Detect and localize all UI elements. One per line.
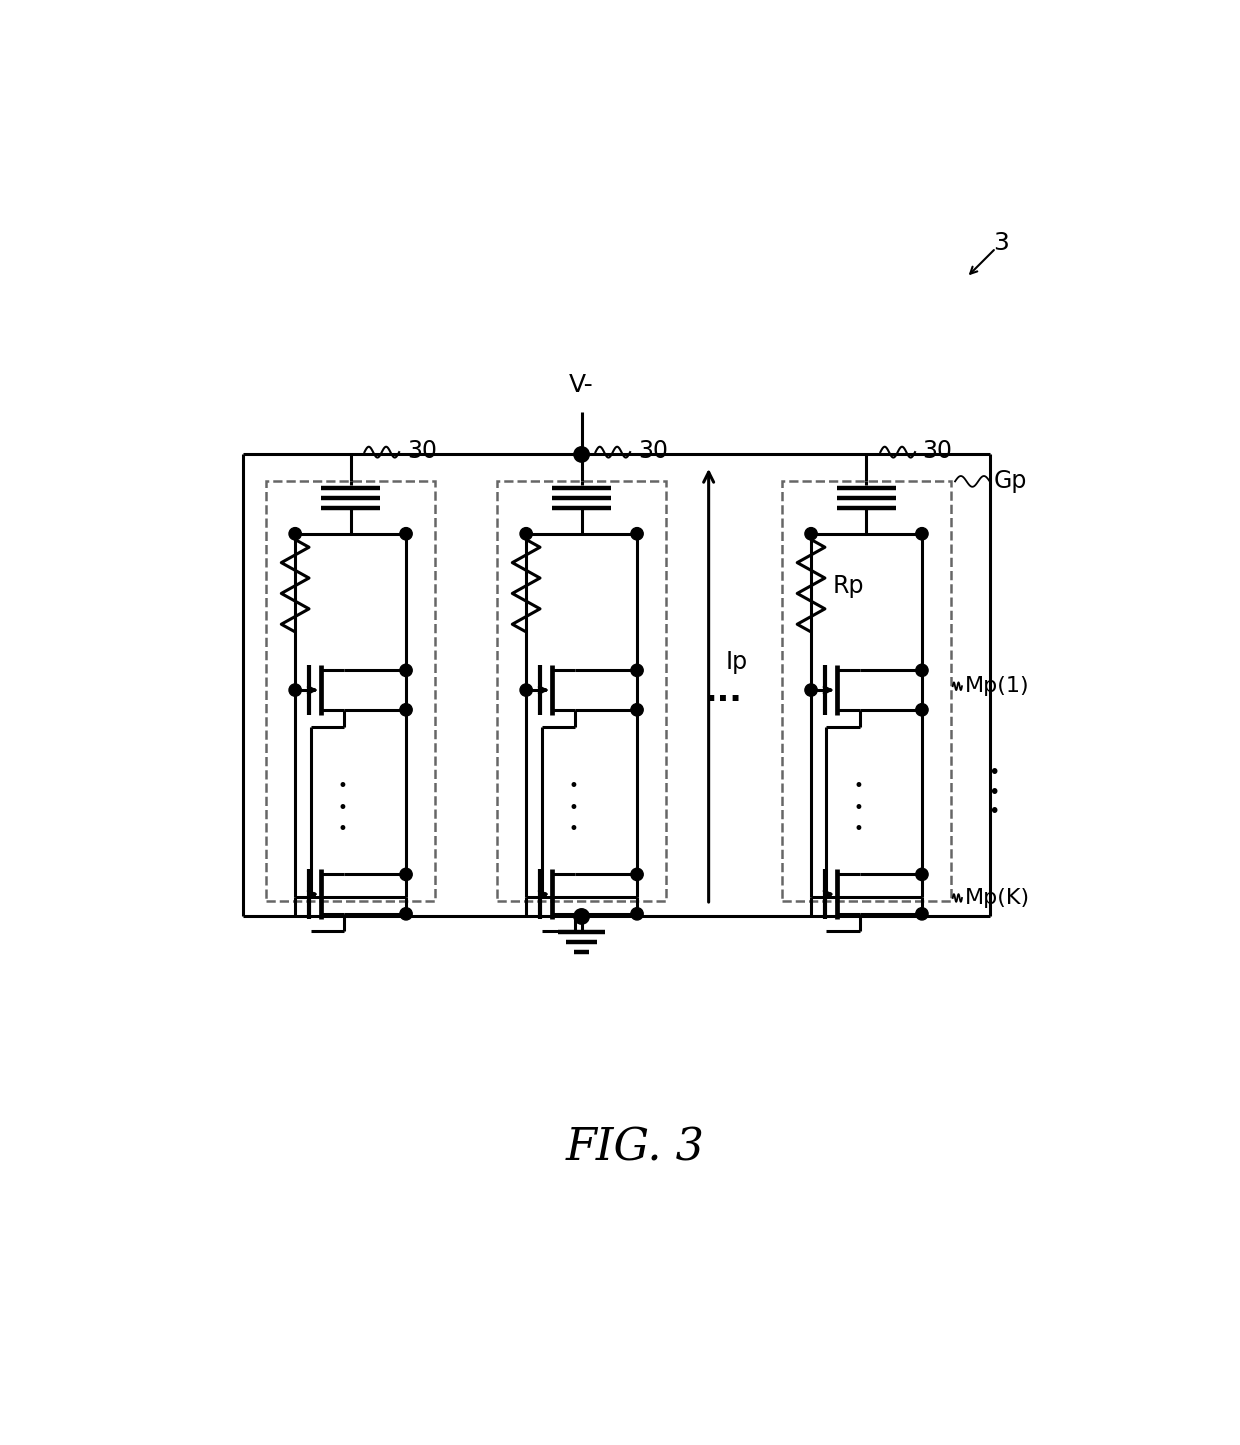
Circle shape [916,527,928,540]
Circle shape [916,907,928,920]
Text: •: • [988,783,999,802]
Circle shape [631,868,644,880]
Circle shape [916,704,928,715]
Text: •: • [339,821,348,838]
Circle shape [520,527,532,540]
Text: 30: 30 [407,439,436,462]
Text: •: • [339,799,348,816]
Circle shape [399,907,412,920]
Text: 30: 30 [923,439,952,462]
Circle shape [916,665,928,676]
Circle shape [574,447,589,462]
Circle shape [631,665,644,676]
Text: •: • [569,777,579,795]
Text: •: • [854,821,864,838]
Text: •: • [339,777,348,795]
Text: •: • [569,821,579,838]
Circle shape [916,868,928,880]
Circle shape [399,527,412,540]
Circle shape [399,665,412,676]
Text: •: • [988,802,999,821]
Text: 3: 3 [993,231,1009,254]
Text: ...: ... [706,675,743,708]
Circle shape [631,527,644,540]
Text: •: • [854,799,864,816]
Circle shape [399,868,412,880]
Circle shape [289,527,301,540]
Text: FIG. 3: FIG. 3 [565,1126,706,1169]
Circle shape [574,909,589,925]
Bar [781,481,951,902]
Circle shape [631,704,644,715]
Text: Gp: Gp [993,470,1027,493]
Text: •: • [569,799,579,816]
Text: V-: V- [569,373,594,397]
Circle shape [399,704,412,715]
Text: Mp(1): Mp(1) [965,676,1029,696]
Circle shape [805,683,817,696]
Text: Rp: Rp [832,574,864,598]
Text: Mp(K): Mp(K) [965,889,1030,907]
Text: •: • [854,777,864,795]
Text: 30: 30 [637,439,668,462]
Circle shape [805,527,817,540]
Bar [497,481,666,902]
Circle shape [289,683,301,696]
Text: Ip: Ip [725,650,748,675]
Bar [265,481,435,902]
Text: •: • [988,763,999,782]
Circle shape [631,907,644,920]
Circle shape [520,683,532,696]
